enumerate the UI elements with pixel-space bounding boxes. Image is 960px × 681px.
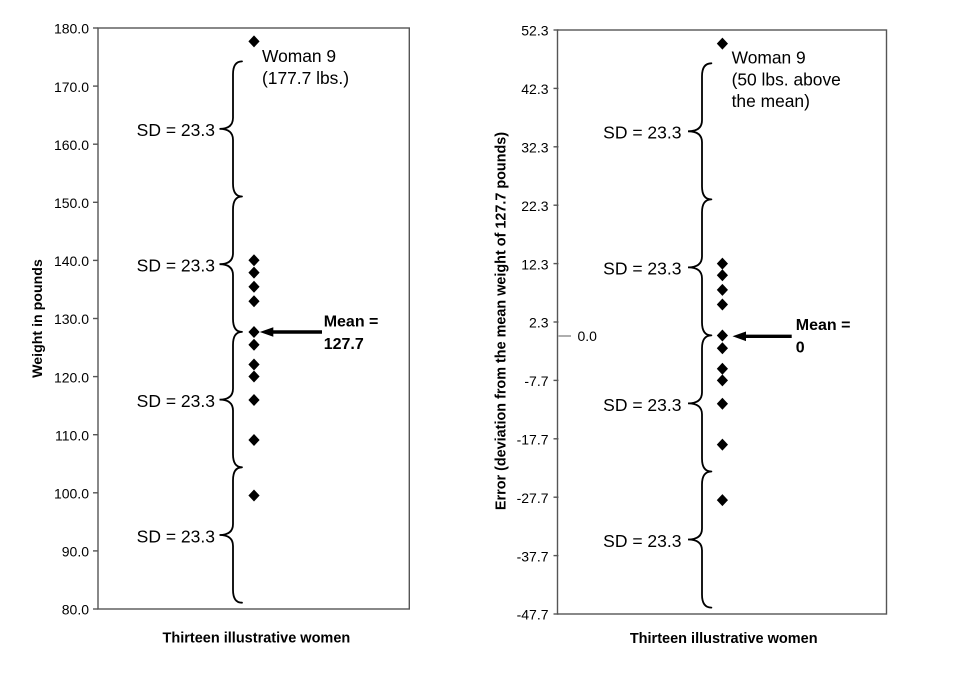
- svg-text:180.0: 180.0: [54, 21, 89, 37]
- svg-text:SD = 23.3: SD = 23.3: [603, 123, 681, 143]
- svg-text:150.0: 150.0: [54, 195, 89, 211]
- svg-text:SD = 23.3: SD = 23.3: [137, 391, 215, 411]
- svg-text:Woman 9: Woman 9: [732, 47, 806, 67]
- svg-text:22.3: 22.3: [521, 198, 548, 214]
- svg-text:Thirteen illustrative women: Thirteen illustrative women: [163, 630, 351, 646]
- svg-text:(50 lbs. above: (50 lbs. above: [732, 69, 841, 89]
- svg-text:the mean): the mean): [732, 91, 810, 111]
- svg-text:-47.7: -47.7: [517, 607, 549, 623]
- svg-text:0: 0: [796, 340, 805, 357]
- svg-text:Weight in pounds: Weight in pounds: [30, 259, 46, 378]
- svg-text:SD = 23.3: SD = 23.3: [603, 531, 681, 551]
- svg-text:32.3: 32.3: [521, 140, 548, 156]
- svg-text:-7.7: -7.7: [524, 373, 548, 389]
- svg-text:170.0: 170.0: [54, 79, 89, 95]
- svg-text:12.3: 12.3: [521, 256, 548, 272]
- svg-text:130.0: 130.0: [54, 311, 89, 327]
- svg-text:SD = 23.3: SD = 23.3: [603, 395, 681, 415]
- svg-text:0.0: 0.0: [578, 328, 598, 344]
- svg-text:SD = 23.3: SD = 23.3: [137, 256, 215, 276]
- svg-text:SD = 23.3: SD = 23.3: [137, 526, 215, 546]
- svg-text:-17.7: -17.7: [517, 432, 549, 448]
- svg-text:120.0: 120.0: [54, 369, 89, 385]
- svg-text:100.0: 100.0: [54, 486, 89, 502]
- svg-text:90.0: 90.0: [62, 544, 89, 560]
- svg-text:-37.7: -37.7: [517, 548, 549, 564]
- svg-text:Woman 9: Woman 9: [262, 46, 336, 66]
- svg-text:127.7: 127.7: [324, 336, 364, 353]
- svg-text:52.3: 52.3: [521, 23, 548, 39]
- svg-text:110.0: 110.0: [55, 427, 89, 443]
- svg-text:2.3: 2.3: [529, 315, 549, 331]
- svg-text:SD = 23.3: SD = 23.3: [603, 259, 681, 279]
- svg-text:Thirteen illustrative women: Thirteen illustrative women: [630, 631, 818, 647]
- svg-text:-27.7: -27.7: [517, 490, 549, 506]
- svg-text:SD = 23.3: SD = 23.3: [137, 120, 215, 140]
- svg-text:80.0: 80.0: [62, 602, 89, 618]
- svg-text:140.0: 140.0: [54, 253, 89, 269]
- svg-text:Error (deviation from the mean: Error (deviation from the mean weight of…: [494, 132, 510, 510]
- svg-text:42.3: 42.3: [521, 81, 548, 97]
- svg-text:160.0: 160.0: [54, 137, 89, 153]
- svg-text:(177.7 lbs.): (177.7 lbs.): [262, 68, 349, 88]
- svg-text:Mean =: Mean =: [324, 314, 379, 331]
- svg-text:Mean =: Mean =: [796, 317, 851, 334]
